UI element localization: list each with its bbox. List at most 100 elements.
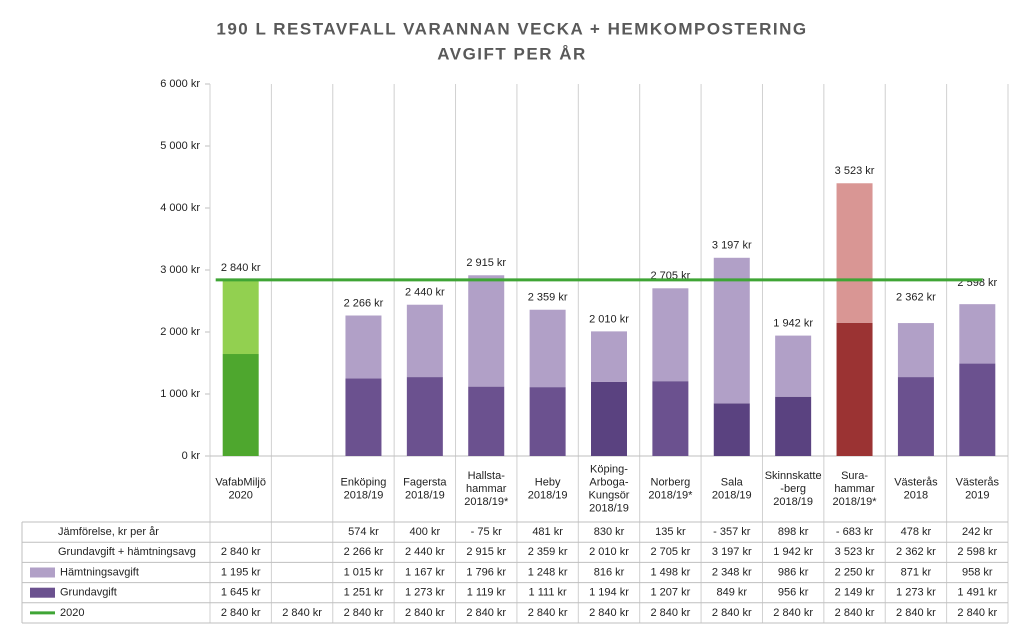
table-cell: 1 194 kr — [589, 587, 629, 599]
table-cell: 2 840 kr — [405, 607, 445, 619]
bar — [591, 331, 627, 382]
table-cell: 816 kr — [594, 566, 625, 578]
x-tick-label: Hallsta-hammar 2018/19* — [464, 470, 509, 508]
table-cell: 871 kr — [901, 566, 932, 578]
row-label: 2020 — [60, 607, 84, 619]
table-cell: 1 251 kr — [344, 587, 384, 599]
table-cell: 1 015 kr — [344, 566, 384, 578]
data-label: 1 942 kr — [773, 318, 813, 330]
bar — [897, 377, 934, 456]
chart-title: AVGIFT PER ÅR — [437, 44, 587, 63]
table-cell: 2 840 kr — [528, 607, 568, 619]
table-cell: 2 915 kr — [466, 546, 506, 558]
x-tick-label: Heby 2018/19 — [528, 476, 568, 501]
table-cell: 3 197 kr — [712, 546, 752, 558]
table-cell: 2 840 kr — [896, 607, 936, 619]
table-cell: - 75 kr — [471, 526, 503, 538]
table-cell: 2 149 kr — [835, 587, 875, 599]
table-cell: 1 273 kr — [896, 587, 936, 599]
y-tick-label: 6 000 kr — [160, 78, 200, 90]
table-cell: 2 840 kr — [712, 607, 752, 619]
y-tick-label: 2 000 kr — [160, 326, 200, 338]
table-cell: 2 840 kr — [835, 607, 875, 619]
chart-title: 190 L RESTAVFALL VARANNAN VECKA + HEMKOM… — [216, 19, 807, 38]
bar — [222, 279, 259, 355]
x-tick-label: Enköping 2018/19 — [341, 476, 387, 501]
data-label: 3 197 kr — [712, 240, 752, 252]
data-label: 2 362 kr — [896, 291, 936, 303]
bar — [713, 403, 750, 456]
table-cell: 2 840 kr — [466, 607, 506, 619]
data-label: 2 440 kr — [405, 287, 445, 299]
table-cell: 2 250 kr — [835, 566, 875, 578]
x-tick-label: VafabMiljö 2020 — [215, 476, 266, 501]
table-cell: 2 840 kr — [651, 607, 691, 619]
row-label: Grundavgift + hämtningsavg — [58, 546, 196, 558]
bar — [468, 386, 505, 456]
bar — [345, 378, 382, 456]
table-cell: 2 440 kr — [405, 546, 445, 558]
row-label: Grundavgift — [60, 587, 117, 599]
table-cell: 2 359 kr — [528, 546, 568, 558]
table-cell: 898 kr — [778, 526, 809, 538]
table-cell: 1 195 kr — [221, 566, 261, 578]
row-label: Hämtningsavgift — [60, 566, 139, 578]
table-cell: 958 kr — [962, 566, 993, 578]
table-cell: 1 111 kr — [529, 587, 567, 599]
y-tick-label: 4 000 kr — [160, 202, 200, 214]
x-tick-label: Köping-Arboga-Kungsör 2018/19 — [589, 463, 630, 514]
table-cell: 1 207 kr — [651, 587, 691, 599]
table-cell: - 683 kr — [836, 526, 874, 538]
table-cell: 1 645 kr — [221, 587, 261, 599]
data-label: 2 840 kr — [221, 262, 261, 274]
bar — [406, 304, 443, 378]
table-cell: 956 kr — [778, 587, 809, 599]
legend-swatch — [30, 567, 55, 578]
x-tick-label: Norberg 2018/19* — [648, 476, 693, 501]
table-cell: 986 kr — [778, 566, 809, 578]
x-tick-label: Fagersta 2018/19 — [403, 476, 447, 501]
bar — [775, 335, 812, 397]
table-cell: 1 796 kr — [466, 566, 506, 578]
bar — [529, 309, 566, 388]
table-cell: 2 840 kr — [221, 546, 261, 558]
x-tick-label: Västerås 2019 — [956, 476, 1000, 501]
x-tick-label: Sura-hammar 2018/19* — [833, 470, 878, 508]
bar — [836, 322, 873, 456]
table-cell: 830 kr — [594, 526, 625, 538]
y-tick-label: 1 000 kr — [160, 388, 200, 400]
table-cell: 1 167 kr — [405, 566, 445, 578]
bar — [652, 381, 689, 456]
table-cell: 481 kr — [532, 526, 563, 538]
table-cell: 1 498 kr — [651, 566, 691, 578]
table-cell: 1 248 kr — [528, 566, 568, 578]
table-cell: 400 kr — [410, 526, 441, 538]
bar — [959, 363, 996, 456]
table-cell: - 357 kr — [713, 526, 751, 538]
data-label: 2 359 kr — [528, 292, 568, 304]
table-cell: 2 266 kr — [344, 546, 384, 558]
x-tick-label: Sala 2018/19 — [712, 476, 752, 501]
table-cell: 478 kr — [901, 526, 932, 538]
bar — [959, 304, 996, 364]
table-cell: 2 598 kr — [957, 546, 997, 558]
x-tick-label: Skinnskatte -berg 2018/19 — [765, 470, 822, 508]
bar — [529, 387, 566, 456]
table-cell: 3 523 kr — [835, 546, 875, 558]
table-cell: 2 840 kr — [221, 607, 261, 619]
table-cell: 2 840 kr — [957, 607, 997, 619]
table-cell: 2 348 kr — [712, 566, 752, 578]
bar — [713, 257, 750, 404]
bar — [222, 354, 259, 456]
y-tick-label: 3 000 kr — [160, 264, 200, 276]
table-cell: 1 119 kr — [467, 587, 506, 599]
table-cell: 2 010 kr — [589, 546, 629, 558]
bar — [345, 315, 382, 379]
bar — [897, 323, 934, 378]
table-cell: 2 840 kr — [344, 607, 384, 619]
bar — [836, 183, 873, 323]
table-cell: 2 840 kr — [282, 607, 322, 619]
legend-swatch — [30, 587, 55, 598]
bar — [591, 381, 627, 456]
